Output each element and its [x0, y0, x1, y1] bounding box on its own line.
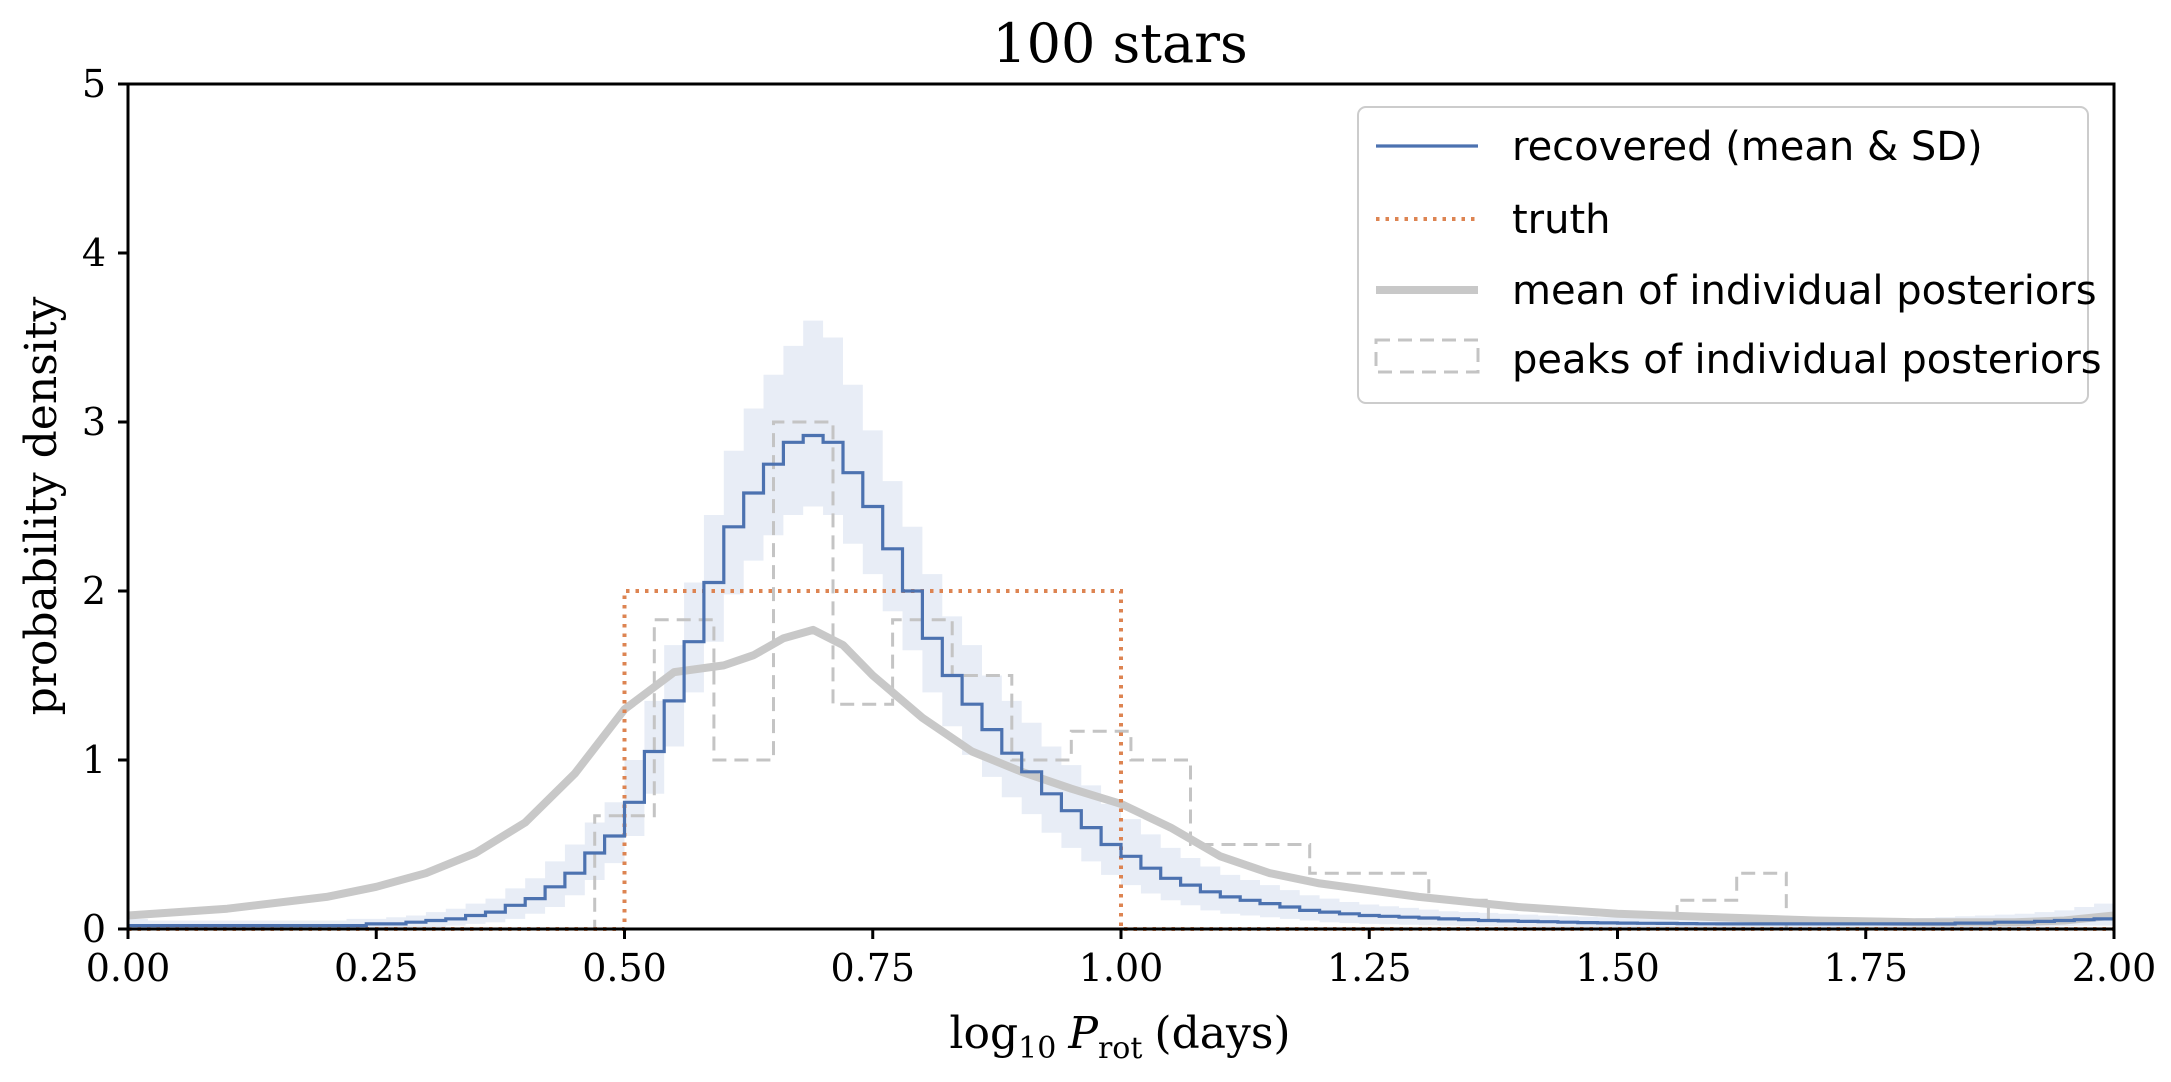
x-axis-label: log10 Prot (days) [949, 1008, 1290, 1066]
y-tick-label: 5 [82, 62, 106, 106]
x-tick-label: 2.00 [2072, 946, 2157, 990]
x-tick-label: 1.75 [1823, 946, 1908, 990]
x-tick-label: 0.75 [830, 946, 915, 990]
x-axis-label-variable-sub: rot [1098, 1031, 1142, 1066]
legend: recovered (mean & SD) truth mean of indi… [1357, 106, 2102, 404]
x-axis-label-units: (days) [1154, 1008, 1290, 1059]
x-tick-label: 1.00 [1079, 946, 1164, 990]
x-axis-label-log-base: 10 [1018, 1031, 1056, 1066]
x-axis-ticks: 0.00 0.25 0.50 0.75 1.00 1.25 1.50 1.75 2.00 [86, 929, 2157, 990]
chart-title: 100 stars [992, 12, 1247, 75]
x-tick-label: 0.25 [334, 946, 419, 990]
x-tick-label: 0.00 [86, 946, 171, 990]
mean-individual-posteriors-line [127, 625, 2115, 927]
legend-label-mean-posteriors: mean of individual posteriors [1512, 268, 2097, 314]
legend-label-truth: truth [1512, 197, 1611, 243]
y-axis-label: probability density [16, 296, 67, 715]
x-axis-label-log: log [949, 1008, 1018, 1059]
legend-label-recovered: recovered (mean & SD) [1512, 124, 1983, 170]
x-tick-label: 0.50 [582, 946, 667, 990]
x-tick-label: 1.25 [1327, 946, 1412, 990]
axes: 0.00 0.25 0.50 0.75 1.00 1.25 1.50 1.75 2.00 0 1 2… [82, 62, 2156, 990]
peaks-individual-posteriors-line [128, 420, 2114, 931]
y-tick-label: 0 [82, 907, 106, 951]
recovered-mean-line [128, 433, 2114, 928]
y-tick-label: 1 [82, 738, 106, 782]
x-tick-label: 1.50 [1575, 946, 1660, 990]
x-axis-label-variable: P [1067, 1008, 1099, 1059]
legend-label-peaks: peaks of individual posteriors [1512, 337, 2102, 383]
y-axis-ticks: 0 1 2 3 4 5 [82, 62, 128, 951]
y-tick-label: 4 [82, 231, 106, 275]
legend-box [1357, 106, 2089, 404]
y-tick-label: 3 [82, 400, 106, 444]
legend-swatch-peaks [1374, 338, 1480, 374]
y-tick-label: 2 [82, 569, 106, 613]
